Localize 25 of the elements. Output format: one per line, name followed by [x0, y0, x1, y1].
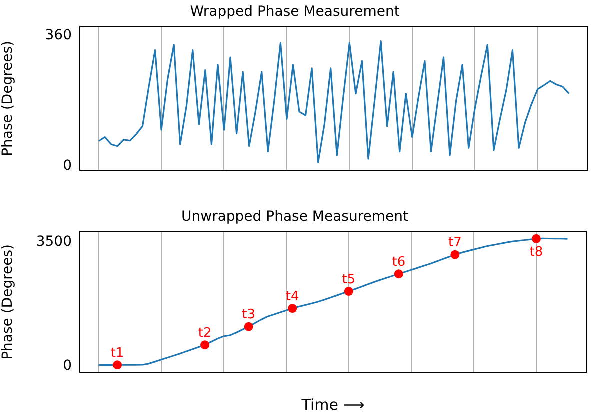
- data-label: t5: [342, 272, 356, 288]
- point: [450, 250, 460, 260]
- chart-title: Unwrapped Phase Measurement: [182, 209, 410, 226]
- data-label: t2: [198, 326, 212, 341]
- data-label: t3: [242, 308, 256, 323]
- y-axis-title: Phase (Degrees): [0, 40, 16, 156]
- x-axis-title: Time ⟶: [300, 396, 365, 414]
- data-label: t6: [392, 255, 406, 270]
- point: [113, 360, 122, 370]
- y-axis-title: Phase (Degrees): [0, 244, 16, 360]
- y-tick-label: 0: [63, 158, 72, 174]
- y-tick-label: 0: [63, 358, 72, 374]
- point: [288, 304, 298, 314]
- point: [244, 322, 254, 332]
- point: [394, 270, 404, 279]
- data-label: t7: [448, 236, 462, 251]
- point: [532, 234, 541, 244]
- y-tick-label: 360: [45, 27, 72, 44]
- data-label: t4: [286, 289, 300, 304]
- chart-title: Wrapped Phase Measurement: [190, 4, 400, 20]
- data-label: t8: [530, 244, 544, 260]
- y-tick-label: 3500: [36, 234, 72, 250]
- data-label: t1: [110, 346, 124, 361]
- point: [344, 286, 354, 296]
- point: [200, 340, 210, 350]
